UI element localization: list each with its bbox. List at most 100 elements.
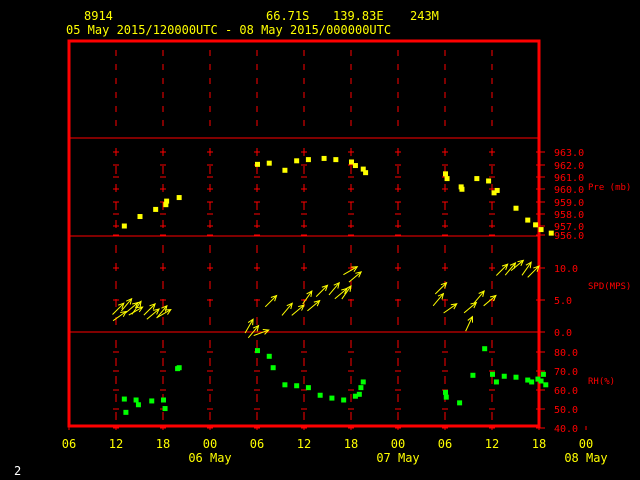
pressure-point — [363, 170, 369, 176]
latitude: 66.71S — [266, 9, 310, 23]
x-tick-label: 12 — [109, 437, 123, 451]
pressure-point — [266, 160, 272, 166]
wind-ytick-label: 5.0 — [554, 296, 572, 307]
rh-point — [294, 383, 300, 389]
pressure-point — [282, 167, 288, 173]
wind-axis-label: SPD(MPS) — [588, 282, 631, 292]
wind-vector — [128, 306, 144, 316]
rh-point — [176, 365, 182, 371]
rh-point — [490, 371, 495, 377]
rh-point — [356, 391, 362, 397]
wind-vector — [443, 303, 458, 314]
rh-point — [329, 395, 335, 401]
pressure-point — [163, 202, 169, 208]
wind-vector — [143, 303, 156, 316]
wind-vector — [510, 259, 525, 271]
pressure-point — [443, 171, 448, 177]
wind-vector — [244, 318, 254, 334]
rh-point — [360, 379, 366, 385]
x-tick-label: 12 — [297, 437, 311, 451]
pressure-point — [153, 206, 159, 212]
wind-vector — [465, 315, 473, 332]
rh-ytick-label: 60.0 — [554, 386, 578, 397]
wind-vector — [112, 302, 125, 315]
rh-point — [161, 397, 166, 403]
rh-point — [525, 377, 531, 383]
rh-point — [513, 374, 519, 380]
pressure-point — [352, 163, 358, 169]
rh-point — [135, 402, 141, 408]
pressure-point — [513, 205, 519, 211]
pressure-point — [491, 190, 497, 196]
wind-vector — [434, 281, 448, 295]
rh-point — [457, 400, 463, 406]
x-tick-label: 06 — [438, 437, 452, 451]
pressure-point — [137, 214, 143, 220]
pressure-point — [321, 155, 327, 161]
pressure-point — [294, 158, 300, 164]
pressure-point — [486, 178, 492, 184]
rh-axis-label: RH(%) — [588, 377, 615, 387]
elevation: 243M — [410, 9, 439, 23]
rh-point — [266, 353, 272, 359]
pressure-point — [525, 217, 531, 223]
rh-ytick-label: 80.0 — [554, 348, 578, 359]
rh-point — [535, 376, 541, 382]
wind-vector — [343, 266, 359, 276]
rh-point — [255, 348, 260, 354]
x-tick-label: 18 — [344, 437, 358, 451]
wind-vector — [302, 290, 313, 305]
rh-point — [482, 346, 488, 352]
pressure-point — [305, 157, 311, 163]
pressure-point — [533, 222, 539, 228]
rh-point — [538, 378, 544, 384]
rh-point — [501, 373, 507, 379]
pressure-ytick-label: 961.0 — [554, 173, 584, 184]
wind-vector — [328, 281, 340, 296]
pressure-point — [538, 227, 544, 233]
pressure-point — [164, 198, 170, 204]
pressure-ytick-label: 956.0 — [554, 231, 584, 242]
wind-vector — [120, 297, 133, 312]
wind-vector — [315, 284, 329, 297]
pressure-ytick-label: 959.0 — [554, 198, 584, 209]
time-period: 05 May 2015/120000UTC - 08 May 2015/0000… — [66, 23, 392, 37]
rh-point — [470, 372, 476, 378]
rh-point — [543, 382, 549, 388]
date-label: 06 May — [188, 451, 231, 465]
pressure-point — [255, 161, 260, 167]
x-tick-label: 06 — [62, 437, 76, 451]
wind-vector — [281, 302, 293, 316]
pressure-point — [121, 223, 127, 229]
rh-point — [443, 394, 449, 400]
x-tick-label: 00 — [579, 437, 593, 451]
wind-vector — [504, 261, 517, 276]
wind-ytick-label: 10.0 — [554, 264, 578, 275]
pressure-point — [333, 157, 339, 163]
pressure-ytick-label: 962.0 — [554, 161, 584, 172]
rh-point — [529, 379, 535, 385]
x-tick-label: 18 — [532, 437, 546, 451]
pressure-axis-label: Pre (mb) — [588, 183, 631, 193]
chart-frame — [67, 39, 541, 428]
pressure-point — [444, 176, 450, 182]
wind-vector — [341, 284, 352, 300]
wind-vector — [247, 324, 260, 339]
rh-ytick-label: 40.0 — [554, 424, 578, 435]
longitude: 139.83E — [333, 9, 384, 23]
x-tick-label: 00 — [203, 437, 217, 451]
wind-vector — [521, 261, 532, 276]
rh-point — [443, 389, 448, 395]
wind-vector — [291, 304, 305, 316]
pressure-point — [494, 187, 500, 193]
pressure-ytick-label: 958.0 — [554, 210, 584, 221]
date-label: 07 May — [376, 451, 419, 465]
rh-point — [305, 385, 311, 391]
wind-vector — [307, 299, 321, 312]
pressure-point — [459, 186, 465, 192]
wind-vector — [495, 263, 509, 276]
station-id: 8914 — [84, 9, 113, 23]
rh-point — [540, 371, 546, 377]
page-number: 2 — [14, 464, 22, 478]
wind-vector — [527, 265, 540, 278]
